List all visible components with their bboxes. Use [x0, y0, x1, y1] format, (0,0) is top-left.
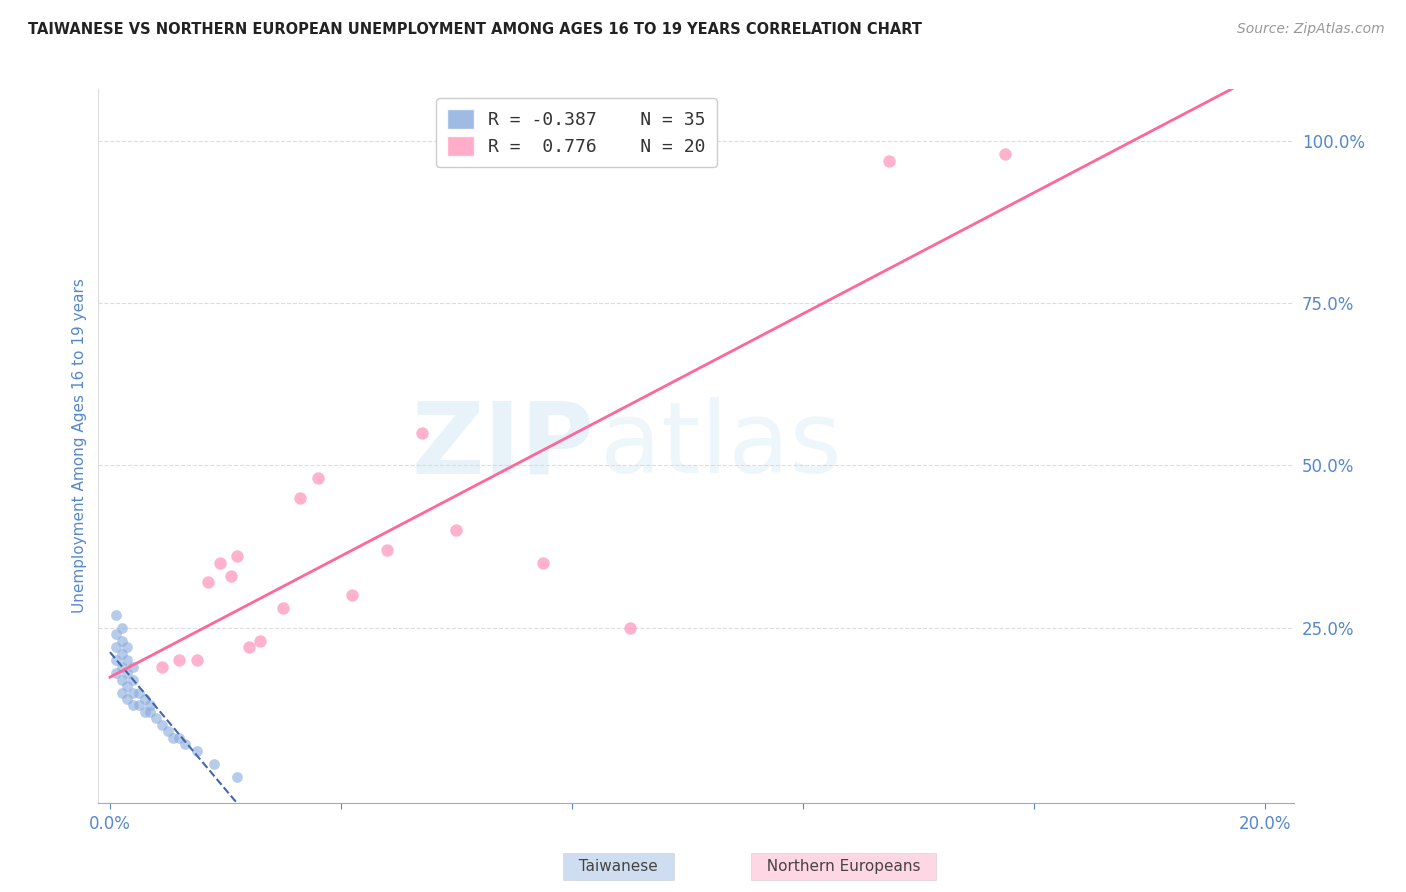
Point [186, 653, 208, 667]
Point [128, 698, 150, 713]
Point [122, 673, 145, 687]
Point [150, 718, 173, 732]
Y-axis label: Unemployment Among Ages 16 to 19 years: Unemployment Among Ages 16 to 19 years [72, 278, 87, 614]
Point [117, 679, 139, 693]
Point [271, 601, 294, 615]
Point [156, 724, 179, 739]
Point [117, 692, 139, 706]
Point [134, 705, 156, 719]
Point [226, 770, 249, 784]
Point [122, 659, 145, 673]
Point [122, 698, 145, 713]
Point [162, 731, 184, 745]
Point [208, 556, 231, 570]
Point [342, 588, 364, 602]
Point [307, 471, 329, 485]
Point [104, 640, 127, 654]
Point [139, 698, 162, 713]
Point [226, 549, 249, 564]
Point [150, 659, 173, 673]
Text: Taiwanese: Taiwanese [569, 859, 668, 874]
Point [110, 659, 132, 673]
Text: Northern Europeans: Northern Europeans [756, 859, 931, 874]
Point [117, 666, 139, 681]
Point [238, 640, 260, 654]
Point [375, 542, 398, 557]
Point [110, 633, 132, 648]
Point [290, 491, 312, 505]
Point [145, 711, 167, 725]
Text: Source: ZipAtlas.com: Source: ZipAtlas.com [1237, 22, 1385, 37]
Point [619, 621, 641, 635]
Point [117, 653, 139, 667]
Point [110, 673, 132, 687]
Point [446, 524, 468, 538]
Point [202, 756, 225, 771]
Point [104, 653, 127, 667]
Point [104, 607, 127, 622]
Point [411, 425, 433, 440]
Text: ZIP: ZIP [412, 398, 595, 494]
Point [110, 685, 132, 699]
Point [219, 568, 242, 582]
Point [167, 653, 190, 667]
Point [197, 575, 219, 590]
Point [110, 621, 132, 635]
Text: TAIWANESE VS NORTHERN EUROPEAN UNEMPLOYMENT AMONG AGES 16 TO 19 YEARS CORRELATIO: TAIWANESE VS NORTHERN EUROPEAN UNEMPLOYM… [28, 22, 922, 37]
Point [879, 153, 901, 168]
Point [128, 685, 150, 699]
Point [122, 685, 145, 699]
Point [110, 647, 132, 661]
Point [104, 627, 127, 641]
Point [139, 705, 162, 719]
Point [174, 738, 197, 752]
Point [104, 666, 127, 681]
Point [167, 731, 190, 745]
Point [134, 692, 156, 706]
Point [249, 633, 271, 648]
Legend: R = -0.387    N = 35, R =  0.776    N = 20: R = -0.387 N = 35, R = 0.776 N = 20 [436, 98, 717, 167]
Point [117, 640, 139, 654]
Point [994, 147, 1017, 161]
Point [186, 744, 208, 758]
Point [531, 556, 554, 570]
Text: atlas: atlas [600, 398, 842, 494]
